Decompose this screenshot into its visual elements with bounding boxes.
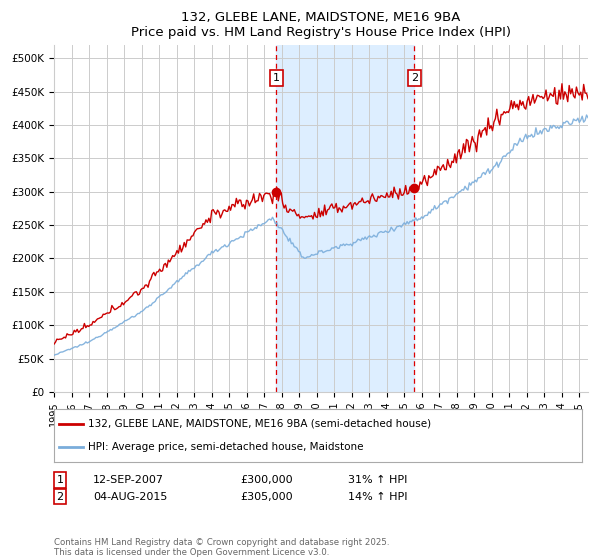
Text: HPI: Average price, semi-detached house, Maidstone: HPI: Average price, semi-detached house,… <box>88 442 364 452</box>
Text: 04-AUG-2015: 04-AUG-2015 <box>93 492 167 502</box>
Text: £300,000: £300,000 <box>240 475 293 485</box>
Text: £305,000: £305,000 <box>240 492 293 502</box>
Text: 2: 2 <box>56 492 64 502</box>
Text: Contains HM Land Registry data © Crown copyright and database right 2025.
This d: Contains HM Land Registry data © Crown c… <box>54 538 389 557</box>
Text: 31% ↑ HPI: 31% ↑ HPI <box>348 475 407 485</box>
Text: 1: 1 <box>56 475 64 485</box>
Title: 132, GLEBE LANE, MAIDSTONE, ME16 9BA
Price paid vs. HM Land Registry's House Pri: 132, GLEBE LANE, MAIDSTONE, ME16 9BA Pri… <box>131 11 511 39</box>
Text: 2: 2 <box>411 73 418 83</box>
Text: 14% ↑ HPI: 14% ↑ HPI <box>348 492 407 502</box>
Text: 132, GLEBE LANE, MAIDSTONE, ME16 9BA (semi-detached house): 132, GLEBE LANE, MAIDSTONE, ME16 9BA (se… <box>88 419 431 429</box>
Text: 1: 1 <box>273 73 280 83</box>
Text: 12-SEP-2007: 12-SEP-2007 <box>93 475 164 485</box>
Bar <box>277 45 415 392</box>
